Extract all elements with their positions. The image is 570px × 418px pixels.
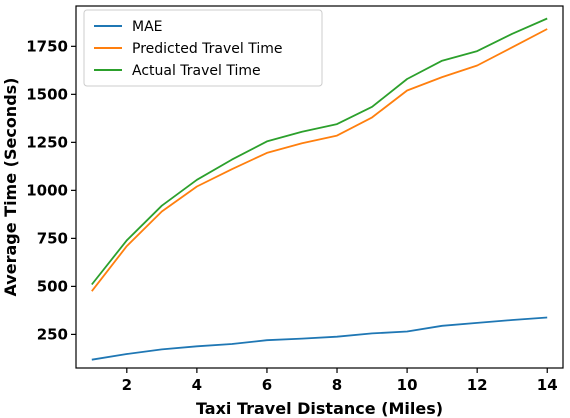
y-tick-label: 750 (37, 229, 68, 247)
y-tick-label: 250 (37, 325, 68, 343)
y-tick-label: 1000 (26, 181, 68, 199)
legend-label: Actual Travel Time (132, 63, 261, 79)
x-tick-label: 2 (122, 376, 132, 394)
x-tick-label: 4 (192, 376, 202, 394)
series-line-predicted-travel-time (91, 28, 548, 292)
y-tick-label: 1750 (26, 37, 68, 55)
legend-label: Predicted Travel Time (132, 41, 283, 57)
plot-frame (75, 5, 564, 369)
x-tick-label: 6 (262, 376, 272, 394)
y-tick-label: 500 (37, 277, 68, 295)
x-tick-label: 14 (537, 376, 558, 394)
y-tick-label: 1250 (26, 133, 68, 151)
legend-label: MAE (132, 19, 163, 35)
series-line-mae (91, 316, 548, 361)
legend-box (83, 9, 323, 87)
x-tick-label: 12 (467, 376, 488, 394)
y-axis-title: Average Time (Seconds) (1, 78, 20, 297)
y-tick-label: 1500 (26, 85, 68, 103)
series-line-actual-travel-time (91, 17, 548, 286)
x-tick-label: 8 (332, 376, 342, 394)
x-axis-title: Taxi Travel Distance (Miles) (196, 399, 443, 418)
x-tick-label: 10 (397, 376, 418, 394)
